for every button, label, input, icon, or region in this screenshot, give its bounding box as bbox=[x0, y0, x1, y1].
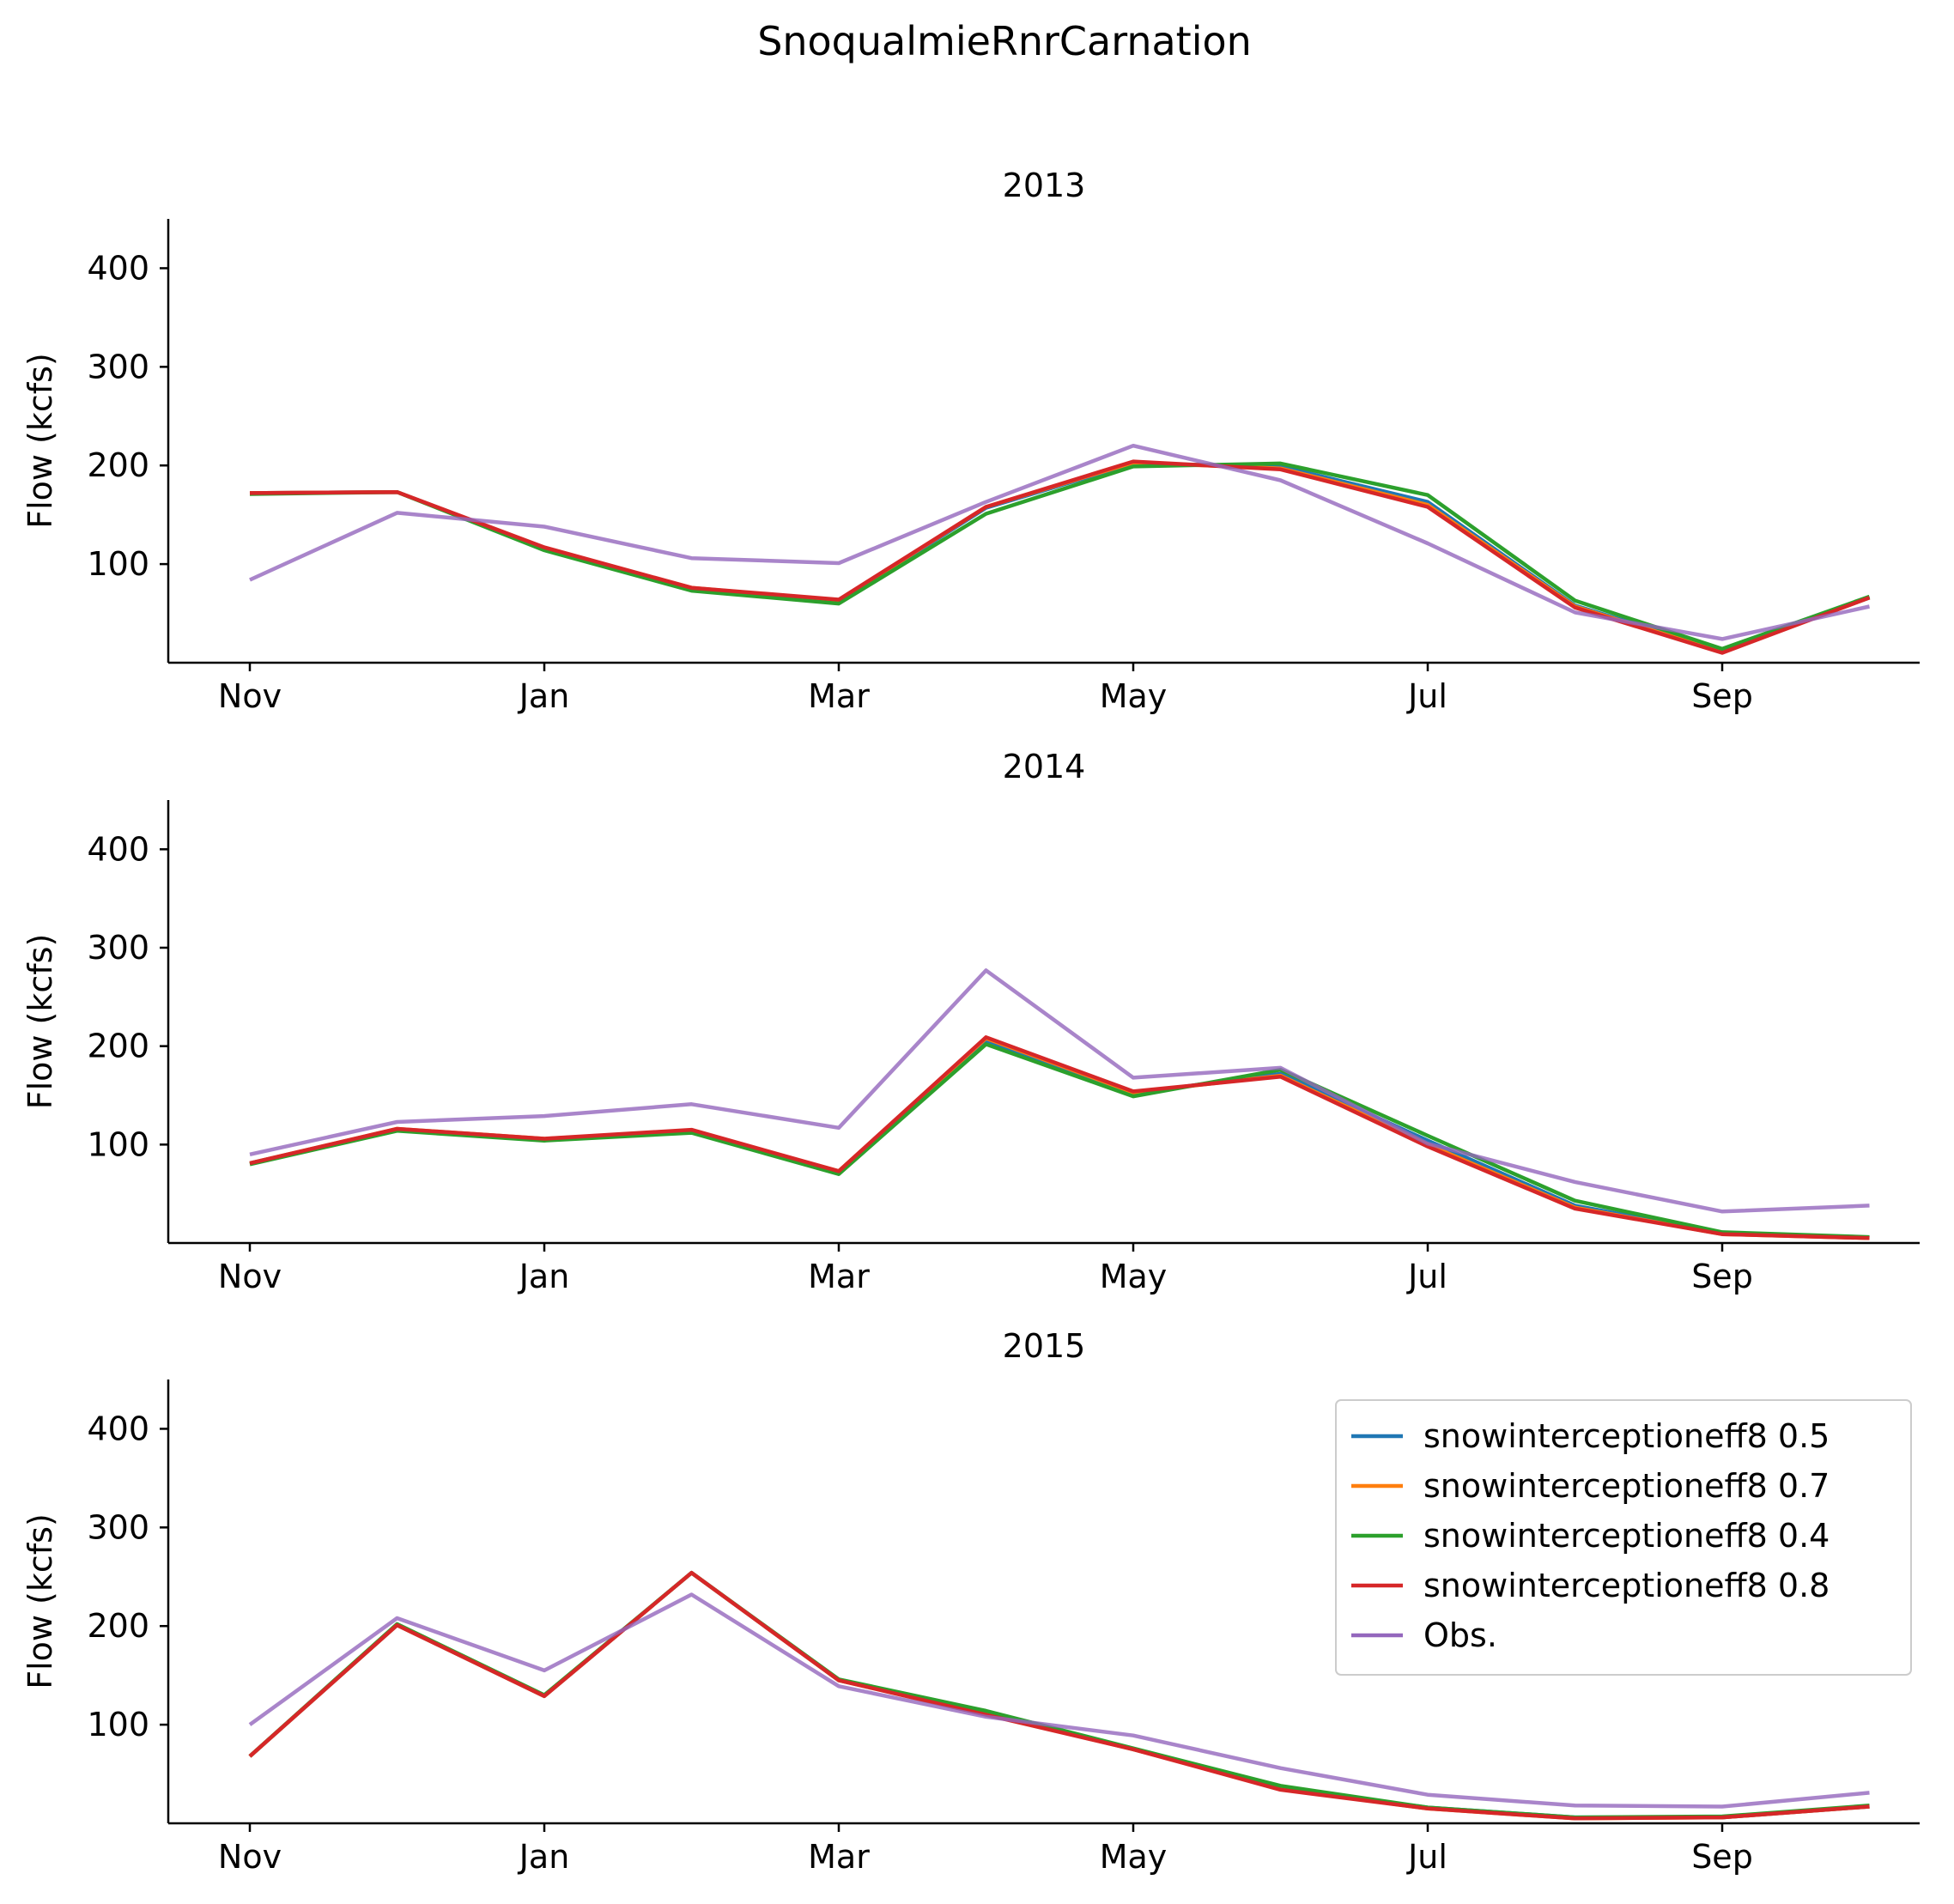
panel-2013: 2013 Flow (kcfs) 100 200 300 400 Nov Jan Mar May J… bbox=[21, 167, 1920, 715]
y-tick-label: 300 bbox=[87, 1508, 149, 1546]
y-tick-label: 400 bbox=[87, 830, 149, 868]
x-tick-label: Jan bbox=[518, 677, 570, 715]
panel-title: 2013 bbox=[1003, 167, 1086, 204]
x-tick-label: Nov bbox=[218, 1838, 282, 1876]
figure-suptitle: SnoqualmieRnrCarnation bbox=[757, 18, 1252, 64]
x-tick-label: Mar bbox=[808, 677, 870, 715]
y-tick-label: 100 bbox=[87, 1125, 149, 1163]
panel-title: 2014 bbox=[1003, 748, 1086, 785]
panel-2014: 2014 Flow (kcfs) 100 200 300 400 Nov Jan Mar May J… bbox=[21, 748, 1920, 1295]
y-axis-label: Flow (kcfs) bbox=[21, 353, 59, 529]
y-tick-label: 300 bbox=[87, 929, 149, 967]
series-line-obs- bbox=[249, 968, 1870, 1214]
y-tick-label: 200 bbox=[87, 446, 149, 484]
y-tick-label: 100 bbox=[87, 545, 149, 583]
y-tick-label: 200 bbox=[87, 1607, 149, 1645]
legend-label: snowinterceptioneff8 0.4 bbox=[1423, 1517, 1830, 1555]
y-axis-label: Flow (kcfs) bbox=[21, 934, 59, 1110]
x-tick-label: Sep bbox=[1691, 1838, 1753, 1876]
legend-label: snowinterceptioneff8 0.8 bbox=[1423, 1567, 1830, 1604]
series-line-snowinterceptioneff8-0-8 bbox=[248, 1570, 1870, 1821]
y-tick-label: 200 bbox=[87, 1028, 149, 1065]
y-tick-label: 100 bbox=[87, 1706, 149, 1743]
legend-label: Obs. bbox=[1423, 1616, 1497, 1654]
series-line-obs- bbox=[248, 1592, 1870, 1809]
legend-label: snowinterceptioneff8 0.5 bbox=[1423, 1417, 1830, 1455]
panel-2015: 2015 Flow (kcfs) 100 200 300 400 Nov Jan Mar May J… bbox=[21, 1327, 1920, 1876]
x-tick-label: May bbox=[1100, 1838, 1168, 1876]
x-tick-label: Jan bbox=[518, 1838, 570, 1876]
series-line-snowinterceptioneff8-0-8 bbox=[249, 1035, 1870, 1240]
x-tick-label: Mar bbox=[808, 1838, 870, 1876]
x-tick-label: Jul bbox=[1406, 677, 1447, 715]
x-tick-label: Nov bbox=[218, 677, 282, 715]
x-tick-label: Mar bbox=[808, 1258, 870, 1295]
legend: snowinterceptioneff8 0.5 snowinterception… bbox=[1335, 1399, 1912, 1676]
x-tick-label: Jan bbox=[518, 1258, 570, 1295]
legend-frame bbox=[1335, 1399, 1912, 1676]
y-tick-label: 300 bbox=[87, 348, 149, 385]
y-tick-label: 400 bbox=[87, 249, 149, 287]
x-tick-label: Jul bbox=[1406, 1838, 1447, 1876]
x-tick-label: Jul bbox=[1406, 1258, 1447, 1295]
series-line-snowinterceptioneff8-0-4 bbox=[249, 461, 1871, 652]
x-tick-label: Nov bbox=[218, 1258, 282, 1295]
legend-label: snowinterceptioneff8 0.7 bbox=[1423, 1467, 1830, 1505]
series-line-snowinterceptioneff8-0-4 bbox=[249, 1042, 1870, 1240]
y-tick-label: 400 bbox=[87, 1410, 149, 1447]
y-axis-label: Flow (kcfs) bbox=[21, 1513, 59, 1689]
x-tick-label: Sep bbox=[1691, 1258, 1753, 1295]
x-tick-label: May bbox=[1100, 677, 1168, 715]
panel-title: 2015 bbox=[1003, 1327, 1086, 1365]
x-tick-label: May bbox=[1100, 1258, 1168, 1295]
series-line-obs- bbox=[249, 443, 1870, 641]
x-tick-label: Sep bbox=[1691, 677, 1753, 715]
